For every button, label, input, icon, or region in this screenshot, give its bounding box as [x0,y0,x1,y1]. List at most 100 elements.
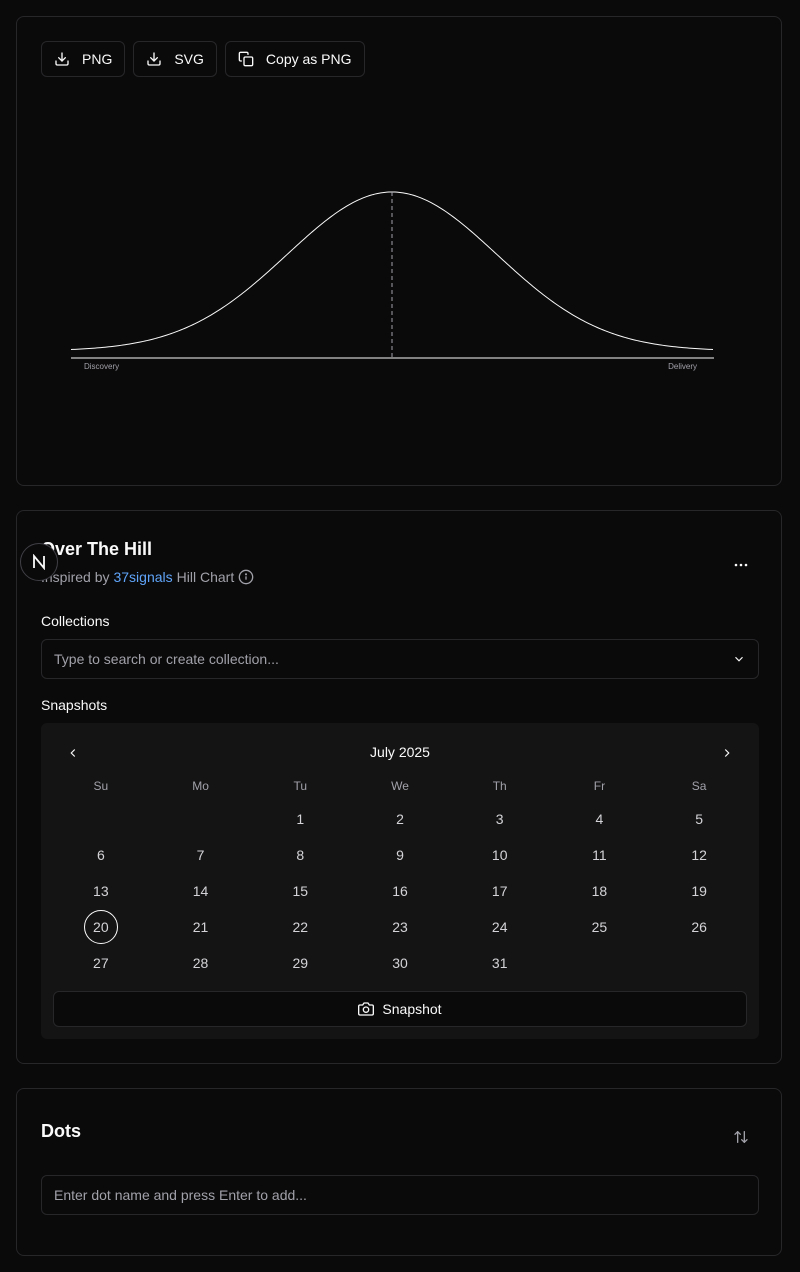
calendar-day-number: 4 [595,811,604,827]
calendar-day-number: 25 [591,919,608,935]
calendar-day[interactable]: 24 [450,909,550,945]
download-icon [147,52,162,66]
calendar-day[interactable]: 29 [250,945,350,981]
snapshot-calendar: July 2025 Su Mo Tu We Th Fr Sa 1 2 3 4 5 6 7 8 9 10 11 12… [41,723,759,1039]
calendar-day-number: 30 [392,955,408,971]
export-svg-button[interactable]: SVG [133,41,217,77]
dots-card: Dots Enter dot name and press Enter to a… [16,1088,782,1256]
info-icon[interactable] [238,569,254,585]
calendar-day-number: 18 [591,883,608,899]
calendar-day-number: 23 [392,919,408,935]
calendar-day-number: 12 [691,847,707,863]
hill-left-label: Discovery [84,362,119,371]
calendar-day[interactable]: 21 [151,909,251,945]
copy-icon [238,51,254,67]
calendar-day-number: 10 [491,847,508,863]
calendar-day[interactable]: 7 [151,837,251,873]
calendar-day[interactable]: 23 [350,909,450,945]
export-toolbar: PNG SVG Copy as PNG [41,41,365,77]
weekday-label: Su [93,779,109,793]
hill-chart-card: Discovery Delivery PNG SVG Copy as PNG [16,16,782,486]
calendar-day-number: 31 [491,955,508,971]
calendar-day[interactable]: 27 [51,945,151,981]
chart-subtitle: Inspired by 37signals Hill Chart [41,569,254,585]
calendar-days: 1 2 3 4 5 6 7 8 9 10 11 12 13 14 15 16 17 18 19 20 21 22 23 24 2… [51,801,749,981]
snapshots-label: Snapshots [41,697,108,713]
hill-right-label: Delivery [668,362,697,371]
chevron-left-icon [70,749,76,757]
app-logo-icon[interactable] [20,543,58,581]
collection-placeholder: Type to search or create collection... [54,651,279,667]
calendar-day-number: 29 [292,955,309,971]
calendar-day[interactable]: 12 [649,837,749,873]
collection-search-input[interactable]: Type to search or create collection... [41,639,759,679]
calendar-day[interactable]: 1 [250,801,350,837]
calendar-day[interactable]: 10 [450,837,550,873]
dots-title: Dots [41,1121,81,1141]
export-png-button[interactable]: PNG [41,41,126,77]
snapshot-button[interactable]: Snapshot [53,991,747,1027]
calendar-day[interactable]: 30 [350,945,450,981]
calendar-day-number: 9 [396,847,404,863]
calendar-day-number: 11 [592,847,607,863]
calendar-day-number: 3 [495,811,504,827]
snapshot-button-label: Snapshot [382,1001,442,1017]
calendar-day-number: 1 [296,811,305,827]
weekday-label: Fr [593,779,606,793]
calendar-day[interactable]: 16 [350,873,450,909]
calendar-day[interactable]: 9 [350,837,450,873]
collections-label: Collections [41,613,110,629]
calendar-day[interactable]: 26 [649,909,749,945]
calendar-day-number: 8 [296,847,305,863]
sort-button[interactable] [725,1123,757,1151]
export-png-label: PNG [82,51,113,67]
dot-input-placeholder: Enter dot name and press Enter to add... [54,1187,307,1203]
calendar-day-number: 27 [93,955,109,971]
prev-month-button[interactable] [61,741,85,765]
dot-name-input[interactable]: Enter dot name and press Enter to add... [41,1175,759,1215]
source-link[interactable]: 37signals [113,569,173,585]
calendar-day[interactable]: 3 [450,801,550,837]
weekday-label: Mo [192,779,209,793]
camera-icon [358,1002,375,1016]
calendar-day[interactable]: 11 [550,837,650,873]
calendar-day-number: 13 [93,883,109,899]
calendar-day[interactable]: 6 [51,837,151,873]
calendar-day[interactable]: 18 [550,873,650,909]
calendar-day[interactable]: 8 [250,837,350,873]
calendar-day[interactable]: 14 [151,873,251,909]
more-options-button[interactable] [725,551,757,579]
calendar-day[interactable]: 17 [450,873,550,909]
calendar-day[interactable]: 31 [450,945,550,981]
calendar-day[interactable]: 13 [51,873,151,909]
calendar-day-number: 19 [691,883,707,899]
calendar-header: July 2025 [41,739,759,767]
calendar-day-number: 15 [292,883,309,899]
copy-png-label: Copy as PNG [265,51,352,67]
empty-day-cell [151,801,251,837]
weekday-label: Th [492,779,507,793]
calendar-day-number: 16 [392,883,408,899]
hill-chart: Discovery Delivery [70,191,714,371]
calendar-day-number: 17 [491,883,508,899]
calendar-weekdays: Su Mo Tu We Th Fr Sa [51,779,749,793]
ellipsis-icon [734,563,748,567]
calendar-day-number: 6 [96,847,105,863]
calendar-day[interactable]: 25 [550,909,650,945]
calendar-day[interactable]: 19 [649,873,749,909]
chevron-down-icon [735,656,743,662]
calendar-day-number: 2 [396,811,404,827]
calendar-day[interactable]: 15 [250,873,350,909]
calendar-day[interactable]: 28 [151,945,251,981]
calendar-day[interactable]: 2 [350,801,450,837]
calendar-month-title: July 2025 [370,744,430,760]
weekday-label: We [391,779,409,793]
subtitle-suffix: Hill Chart [176,569,235,585]
calendar-day[interactable]: 4 [550,801,650,837]
calendar-day-number: 5 [695,811,704,827]
next-month-button[interactable] [715,741,739,765]
calendar-day[interactable]: 20 [51,909,151,945]
calendar-day[interactable]: 5 [649,801,749,837]
calendar-day[interactable]: 22 [250,909,350,945]
copy-png-button[interactable]: Copy as PNG [224,41,365,77]
